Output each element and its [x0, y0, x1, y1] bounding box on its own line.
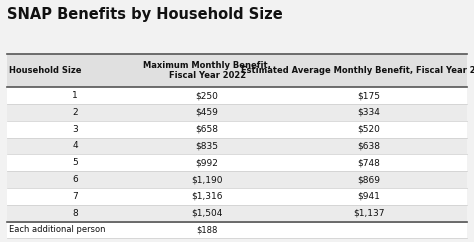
Bar: [7, 121, 467, 137]
Text: $869: $869: [358, 175, 381, 184]
Text: $941: $941: [358, 192, 381, 201]
Text: 7: 7: [72, 192, 78, 201]
Text: $1,137: $1,137: [354, 209, 385, 218]
Text: 5: 5: [72, 158, 78, 167]
Bar: [7, 205, 467, 222]
Text: Maximum Monthly Benefit,
Fiscal Year 2022: Maximum Monthly Benefit, Fiscal Year 202…: [143, 61, 271, 81]
Text: $835: $835: [196, 141, 219, 151]
Text: 2: 2: [72, 108, 78, 117]
Bar: [7, 154, 467, 171]
Text: $992: $992: [196, 158, 219, 167]
Bar: [7, 104, 467, 121]
Bar: [7, 137, 467, 154]
Text: Household Size: Household Size: [9, 66, 82, 75]
Text: 1: 1: [72, 91, 78, 100]
Text: 4: 4: [72, 141, 78, 151]
Bar: [7, 171, 467, 188]
Text: Estimated Average Monthly Benefit, Fiscal Year 2022*: Estimated Average Monthly Benefit, Fisca…: [241, 66, 474, 75]
Text: $334: $334: [358, 108, 381, 117]
Text: $1,316: $1,316: [191, 192, 223, 201]
Text: 6: 6: [72, 175, 78, 184]
Text: $638: $638: [358, 141, 381, 151]
Text: $1,190: $1,190: [191, 175, 223, 184]
Bar: [7, 222, 467, 238]
Text: $250: $250: [196, 91, 219, 100]
Text: $658: $658: [196, 125, 219, 134]
Text: SNAP Benefits by Household Size: SNAP Benefits by Household Size: [7, 7, 283, 22]
Bar: [7, 188, 467, 205]
Text: $1,504: $1,504: [191, 209, 223, 218]
Text: $459: $459: [196, 108, 219, 117]
Text: Each additional person: Each additional person: [9, 226, 106, 234]
Text: $188: $188: [196, 226, 218, 234]
Text: $748: $748: [358, 158, 381, 167]
Text: 3: 3: [72, 125, 78, 134]
Text: $175: $175: [358, 91, 381, 100]
Text: $520: $520: [358, 125, 381, 134]
Text: 8: 8: [72, 209, 78, 218]
Bar: [7, 54, 467, 87]
Bar: [7, 87, 467, 104]
